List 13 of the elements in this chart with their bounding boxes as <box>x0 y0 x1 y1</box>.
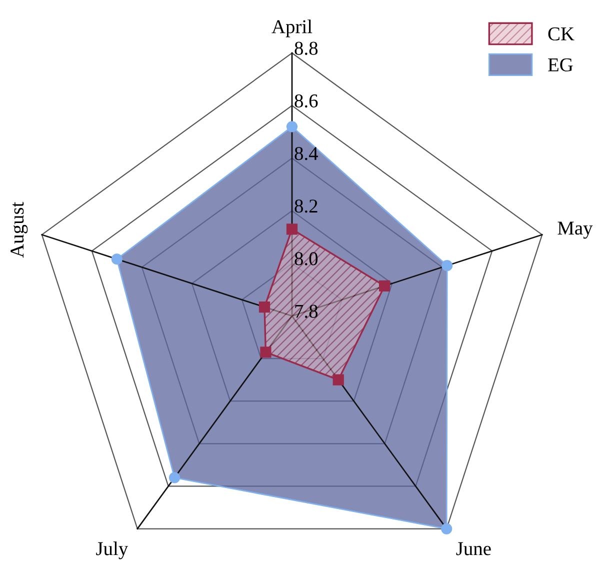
y-tick-label: 8.6 <box>294 94 318 108</box>
y-tick-label: 8.2 <box>294 200 318 213</box>
spoke-label: August <box>10 202 28 258</box>
y-tick-label: 7.8 <box>295 304 318 318</box>
y-tick-label: 8.8 <box>294 42 318 55</box>
y-tick-label: 8.4 <box>294 146 318 160</box>
spoke-label: July <box>96 542 128 560</box>
spoke-label: May <box>558 222 593 239</box>
legend-label: CK <box>548 27 574 40</box>
legend-label: EG <box>548 58 573 72</box>
y-tick-label: 8.0 <box>294 252 318 266</box>
spoke-label: April <box>272 20 312 38</box>
spoke-label: June <box>456 542 491 556</box>
